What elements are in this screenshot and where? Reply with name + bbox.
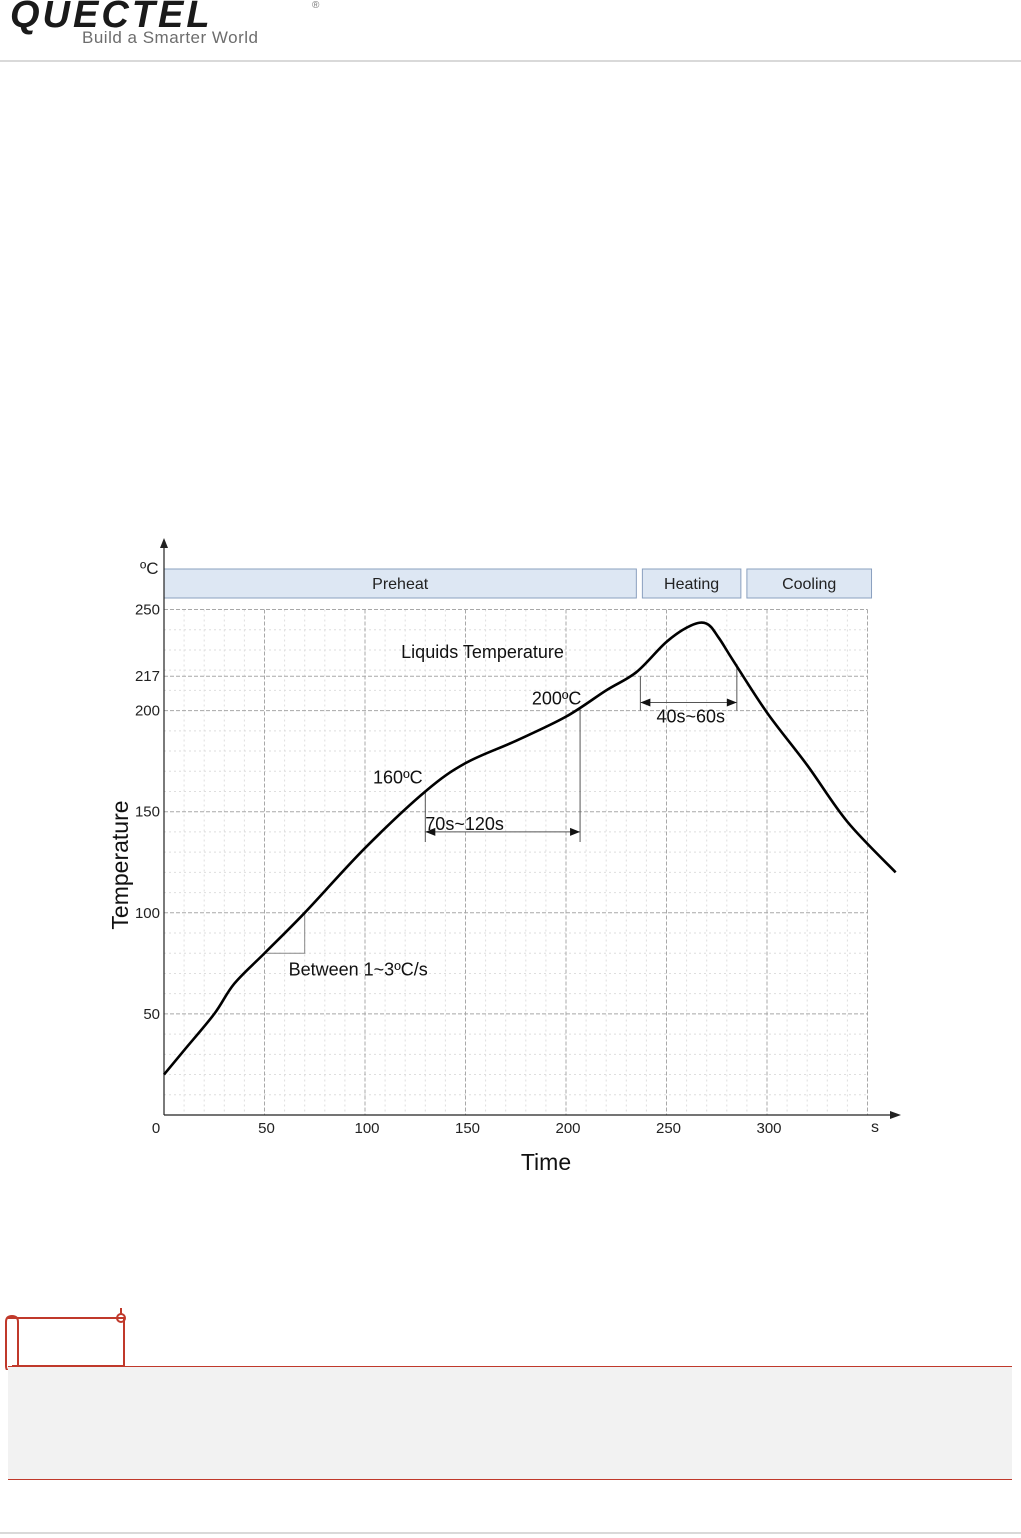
company-tagline: Build a Smarter World bbox=[82, 28, 259, 47]
x-tick-label: 300 bbox=[756, 1120, 781, 1137]
tick-labels: 0 50 100 150 200 250 300 50 100 150 200 217 250 bbox=[135, 602, 782, 1138]
x-tick-label: 200 bbox=[555, 1120, 580, 1137]
x-tick-label: 150 bbox=[455, 1120, 480, 1137]
phase-bands: Preheat Heating Cooling bbox=[163, 568, 873, 599]
x-axis-arrow bbox=[890, 1111, 901, 1119]
note-icon bbox=[0, 1306, 140, 1374]
page-header: QUECTEL ® Build a Smarter World bbox=[0, 0, 1021, 64]
header-divider bbox=[0, 60, 1021, 62]
phase-band-heating bbox=[641, 568, 742, 599]
y-tick-label: 217 bbox=[135, 668, 160, 685]
y-unit-label: ºC bbox=[140, 559, 159, 578]
y-axis-arrow bbox=[160, 538, 168, 548]
chart-axes bbox=[160, 538, 901, 1119]
chart-grid bbox=[164, 609, 868, 1115]
chart-annotation: Between 1~3ºC/s bbox=[289, 959, 428, 979]
y-tick-label: 200 bbox=[135, 703, 160, 720]
x-tick-label: 250 bbox=[656, 1120, 681, 1137]
x-tick-label: 0 bbox=[152, 1120, 160, 1137]
y-axis-title: Temperature bbox=[107, 800, 133, 929]
y-tick-label: 100 bbox=[135, 905, 160, 922]
phase-band-cooling bbox=[746, 568, 873, 599]
chart-annotation: Liquids Temperature bbox=[401, 642, 564, 662]
x-tick-label: 100 bbox=[354, 1120, 379, 1137]
slope-marker bbox=[264, 912, 306, 954]
range-arrow-head-left bbox=[425, 827, 436, 836]
range-arrow-head-left bbox=[640, 698, 651, 707]
y-tick-label: 150 bbox=[135, 804, 160, 821]
x-unit-label: s bbox=[871, 1119, 879, 1136]
company-logo: QUECTEL bbox=[10, 0, 213, 36]
temperature-curve-line-0 bbox=[162, 621, 897, 1076]
phase-label-cooling: Cooling bbox=[782, 576, 836, 593]
reflow-chart: Preheat Heating Cooling 0 50 100 150 200 250 300… bbox=[0, 520, 1021, 1200]
chart-annotation: 200ºC bbox=[532, 689, 582, 709]
phase-band-preheat bbox=[163, 568, 637, 599]
registered-mark: ® bbox=[312, 0, 320, 11]
note-box bbox=[8, 1366, 1012, 1480]
range-arrow-head-right bbox=[570, 827, 581, 836]
annotations: Liquids Temperature 200ºC 160ºC 70s~120s 40s… bbox=[289, 642, 725, 979]
series-layer bbox=[162, 621, 897, 1076]
footer-divider bbox=[0, 1532, 1021, 1534]
chart-annotation: 160ºC bbox=[373, 767, 423, 787]
range-arrow-head-right bbox=[726, 698, 737, 707]
y-tick-label: 250 bbox=[135, 602, 160, 619]
y-tick-label: 50 bbox=[143, 1006, 160, 1023]
phase-label-preheat: Preheat bbox=[372, 576, 429, 593]
annotation-guides bbox=[264, 664, 738, 954]
chart-annotation: 40s~60s bbox=[656, 707, 725, 727]
chart-annotation: 70s~120s bbox=[425, 814, 504, 834]
phase-label-heating: Heating bbox=[664, 576, 719, 593]
x-axis-title: Time bbox=[521, 1149, 571, 1175]
x-tick-label: 50 bbox=[258, 1120, 275, 1137]
chart-svg: Preheat Heating Cooling 0 50 100 150 200 250 300… bbox=[107, 538, 901, 1175]
